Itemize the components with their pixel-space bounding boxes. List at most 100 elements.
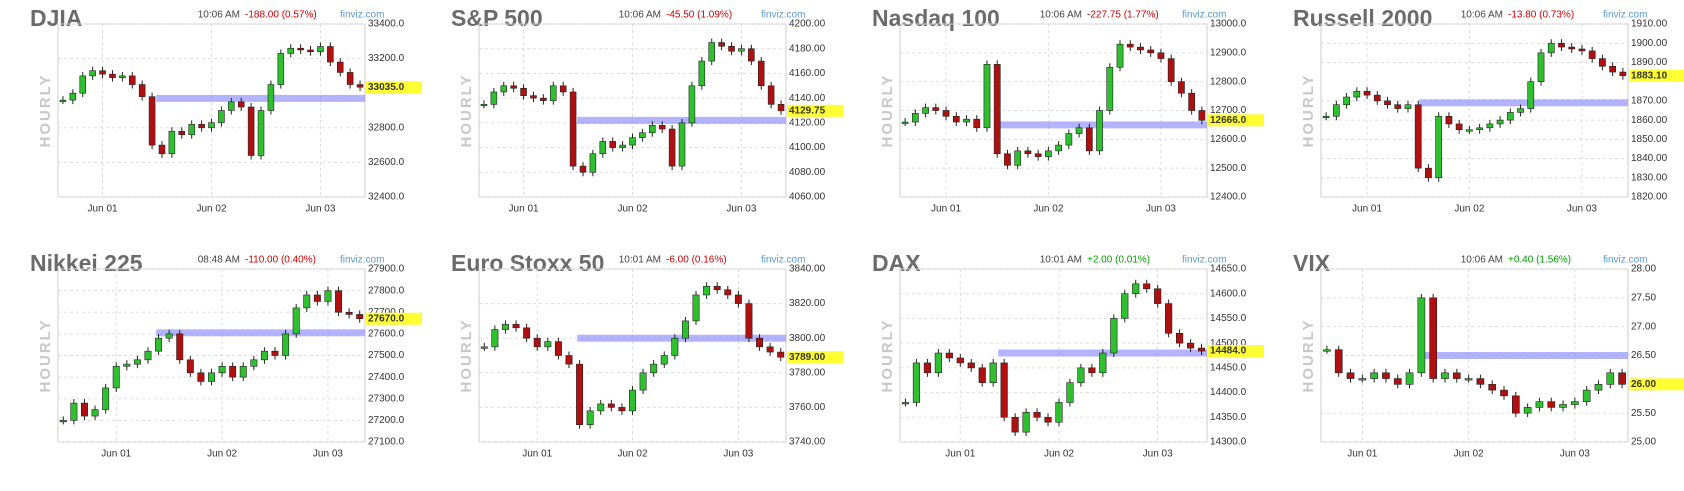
last-price-box (1629, 69, 1684, 82)
y-label: HOURLY (1300, 319, 1317, 393)
x-tick-label: Jun 03 (723, 449, 753, 460)
candle (1486, 123, 1494, 129)
candle (1496, 119, 1504, 125)
y-tick-label: 27700.0 (368, 307, 405, 318)
y-tick-label: 32800.0 (368, 122, 405, 133)
candle (766, 346, 774, 353)
candle (1088, 367, 1096, 374)
y-tick-label: 4100.00 (789, 142, 826, 153)
candle (922, 107, 929, 114)
candle (1511, 395, 1520, 414)
candle (1527, 81, 1535, 109)
y-tick-label: 1900.00 (1631, 38, 1668, 49)
candle (228, 101, 235, 111)
source: finviz.com (761, 10, 805, 21)
candle (239, 366, 247, 378)
y-tick-label: 12600.0 (1210, 134, 1247, 145)
y-tick-label: 4180.00 (789, 43, 826, 54)
candle (1500, 389, 1508, 397)
candle (912, 362, 921, 403)
candle (911, 113, 919, 123)
candle (1523, 407, 1532, 414)
time: 10:01 AM (1040, 255, 1082, 266)
candle (1393, 378, 1402, 385)
y-tick-label: 32600.0 (368, 157, 405, 168)
candle (1332, 104, 1340, 117)
y-tick-label: 3740.00 (789, 437, 826, 448)
candle (271, 350, 279, 356)
candle (734, 294, 742, 304)
x-tick-label: Jun 03 (1567, 204, 1597, 215)
candle (586, 410, 594, 426)
candle (1121, 293, 1129, 319)
candle (1382, 372, 1390, 379)
candle (1476, 127, 1483, 131)
y-label: HOURLY (458, 74, 475, 148)
y-tick-label: 3800.00 (789, 333, 826, 344)
candle (250, 359, 258, 367)
source: finviz.com (1182, 10, 1226, 21)
y-tick-label: 12700.0 (1210, 105, 1247, 116)
y-tick-label: 14650.0 (1210, 264, 1247, 275)
candle (1571, 401, 1579, 405)
y-label: HOURLY (37, 74, 54, 148)
chart-panel: DAX 10:01 AM +2.00 (0.01%) finviz.com HOURLY… (872, 250, 1264, 460)
candle (79, 75, 87, 94)
candle (1578, 48, 1586, 52)
candle (1137, 46, 1144, 51)
chart-title: Nasdaq 100 (872, 5, 1000, 31)
candle (713, 285, 721, 291)
chart-panel: Nikkei 225 08:48 AM -110.00 (0.40%) finviz.… (30, 250, 422, 460)
candle (1143, 283, 1151, 290)
candle (297, 47, 304, 51)
candle (267, 84, 275, 111)
candle (59, 99, 67, 102)
candle (942, 110, 950, 117)
candle (138, 84, 146, 97)
candle (777, 351, 785, 358)
candle (530, 95, 537, 99)
candle (956, 357, 964, 364)
candle (1425, 167, 1432, 179)
candle (282, 333, 290, 356)
candle (480, 104, 488, 107)
candle (618, 407, 626, 412)
candle (1370, 372, 1378, 379)
candle (639, 372, 647, 391)
x-tick-label: Jun 02 (196, 204, 226, 215)
candle (963, 118, 970, 123)
x-tick-label: Jun 03 (726, 204, 756, 215)
candle (112, 366, 120, 389)
candle (724, 289, 732, 296)
candle (967, 362, 975, 369)
candle (1167, 58, 1175, 82)
x-tick-label: Jun 01 (509, 204, 539, 215)
candle (510, 85, 517, 89)
candle (1452, 372, 1461, 379)
y-tick-label: 4120.00 (789, 117, 826, 128)
candle (491, 329, 499, 348)
candle (1096, 110, 1103, 152)
x-tick-label: Jun 02 (1454, 449, 1484, 460)
x-tick-label: Jun 01 (1352, 204, 1382, 215)
candle (327, 46, 334, 63)
candle (155, 337, 163, 352)
candle (748, 48, 755, 62)
change: +2.00 (0.01%) (1087, 255, 1150, 266)
candle (1157, 52, 1165, 59)
candle (671, 337, 679, 356)
candle (346, 72, 354, 85)
candle (1559, 404, 1567, 408)
candle (1394, 104, 1402, 109)
candle (1178, 81, 1185, 94)
candle (658, 125, 666, 130)
y-tick-label: 1860.00 (1631, 115, 1668, 126)
candle (945, 352, 953, 359)
y-label: HOURLY (37, 319, 54, 393)
candle (1441, 372, 1449, 379)
source: finviz.com (340, 255, 384, 266)
y-tick-label: 14500.0 (1210, 338, 1247, 349)
candle (356, 84, 364, 88)
y-tick-label: 12500.0 (1210, 163, 1247, 174)
reference-line (1419, 352, 1628, 359)
